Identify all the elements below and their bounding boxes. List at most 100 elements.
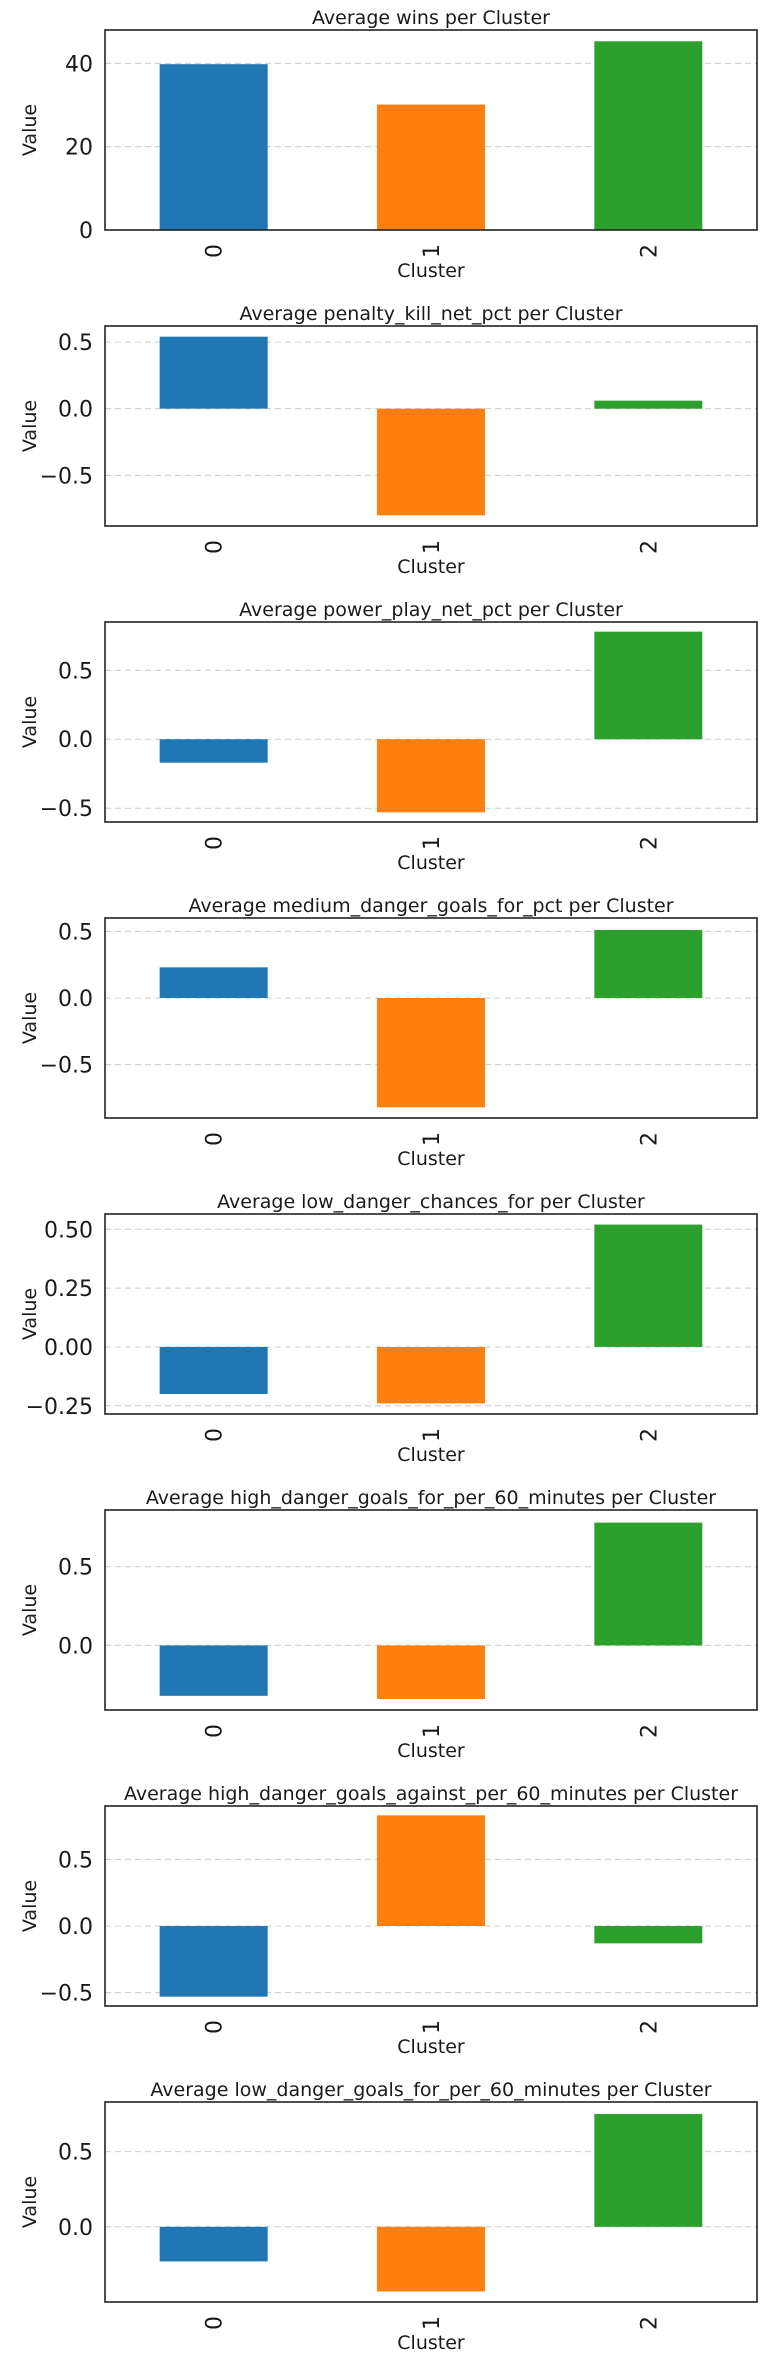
y-tick-label: 0.0	[58, 1915, 93, 1940]
x-axis-label: Cluster	[397, 260, 465, 282]
y-tick-label: 0.50	[44, 1218, 93, 1243]
chart-title: Average penalty_kill_net_pct per Cluster	[239, 303, 622, 325]
bar-cluster-2	[594, 41, 703, 230]
chart-panel-5: Average high_danger_goals_for_per_60_min…	[19, 1487, 758, 1762]
plot-frame	[104, 325, 758, 527]
y-axis-label: Value	[19, 104, 41, 156]
x-tick-label: 1	[420, 836, 445, 850]
bar-cluster-2	[594, 1224, 703, 1347]
bar-cluster-2	[594, 2114, 703, 2227]
bar-cluster-1	[377, 408, 485, 516]
y-tick-label: 0.5	[58, 331, 93, 356]
chart-panel-3: Average medium_danger_goals_for_pct per …	[19, 895, 758, 1170]
bar-cluster-0	[159, 1645, 268, 1696]
chart-panel-0: Average wins per Cluster 0 20 40 0 1 2 Cluster V…	[19, 7, 758, 282]
chart-title: Average power_play_net_pct per Cluster	[239, 599, 623, 621]
y-axis-label: Value	[19, 2176, 41, 2228]
x-axis-label: Cluster	[397, 1148, 465, 1170]
y-tick-label: 0.5	[58, 920, 93, 945]
x-tick-label: 1	[420, 1428, 445, 1442]
y-axis-label: Value	[19, 1288, 41, 1340]
y-tick-label: 0	[79, 219, 93, 244]
bar-cluster-0	[159, 739, 268, 763]
bar-cluster-2	[594, 631, 703, 740]
y-tick-label: 0.0	[58, 987, 93, 1012]
plot-frame	[104, 1805, 758, 2007]
y-tick-label: −0.5	[40, 797, 93, 822]
bar-cluster-1	[377, 739, 485, 813]
plot-frame	[104, 917, 758, 1119]
bar-cluster-2	[594, 1522, 703, 1646]
x-tick-label: 0	[203, 2020, 228, 2034]
bar-cluster-1	[377, 2226, 485, 2292]
bar-cluster-1	[377, 1815, 485, 1926]
chart-title: Average high_danger_goals_for_per_60_min…	[146, 1487, 716, 1509]
y-axis-label: Value	[19, 696, 41, 748]
plot-frame	[104, 29, 758, 231]
y-tick-label: 0.5	[58, 1556, 93, 1581]
x-tick-label: 0	[203, 2316, 228, 2330]
bar-cluster-2	[594, 1926, 703, 1944]
y-axis-label: Value	[19, 1584, 41, 1636]
x-tick-label: 0	[203, 1428, 228, 1442]
y-tick-label: 0.5	[58, 1848, 93, 1873]
y-tick-label: 0.0	[58, 728, 93, 753]
y-tick-label: −0.5	[40, 464, 93, 489]
y-tick-label: 0.5	[58, 659, 93, 684]
chart-title: Average medium_danger_goals_for_pct per …	[188, 895, 673, 917]
plot-frame	[104, 1509, 758, 1711]
x-tick-label: 0	[203, 836, 228, 850]
x-tick-label: 0	[203, 1724, 228, 1738]
bar-cluster-1	[377, 1346, 485, 1404]
x-tick-label: 0	[203, 1132, 228, 1146]
chart-title: Average low_danger_goals_for_per_60_minu…	[150, 2079, 711, 2101]
y-tick-label: 0.0	[58, 2216, 93, 2241]
y-tick-label: 20	[65, 136, 93, 161]
bar-cluster-0	[159, 1346, 268, 1394]
x-tick-label: 1	[420, 2020, 445, 2034]
bar-cluster-1	[377, 1645, 485, 1699]
x-axis-label: Cluster	[397, 852, 465, 874]
chart-panel-7: Average low_danger_goals_for_per_60_minu…	[19, 2079, 758, 2354]
plot-frame	[104, 621, 758, 823]
y-tick-label: −0.5	[40, 1982, 93, 2007]
y-tick-label: 0.00	[44, 1336, 93, 1361]
x-tick-label: 0	[203, 244, 228, 258]
y-tick-label: −0.25	[26, 1395, 93, 1420]
chart-title: Average high_danger_goals_against_per_60…	[124, 1783, 738, 1805]
bar-cluster-0	[159, 967, 268, 998]
chart-title: Average wins per Cluster	[312, 7, 550, 29]
x-tick-label: 1	[420, 2316, 445, 2330]
y-tick-label: 0.0	[58, 1634, 93, 1659]
bar-cluster-0	[159, 2226, 268, 2262]
y-tick-label: −0.5	[40, 1054, 93, 1079]
y-tick-label: 0.0	[58, 398, 93, 423]
chart-panel-2: Average power_play_net_pct per Cluster 0.…	[19, 599, 758, 874]
y-tick-label: 40	[65, 52, 93, 77]
y-tick-label: 0.25	[44, 1277, 93, 1302]
y-tick-label: 0.5	[58, 2141, 93, 2166]
plot-frame	[104, 1213, 758, 1415]
y-axis-label: Value	[19, 400, 41, 452]
x-tick-label: 2	[637, 836, 662, 850]
bar-cluster-2	[594, 930, 703, 998]
chart-panel-6: Average high_danger_goals_against_per_60…	[19, 1783, 758, 2058]
bar-cluster-0	[159, 1926, 268, 1997]
x-tick-label: 2	[637, 244, 662, 258]
bar-cluster-1	[377, 104, 485, 230]
plot-frame	[104, 2101, 758, 2303]
x-tick-label: 2	[637, 2020, 662, 2034]
x-tick-label: 0	[203, 540, 228, 554]
y-axis-label: Value	[19, 1880, 41, 1932]
x-tick-label: 1	[420, 540, 445, 554]
x-axis-label: Cluster	[397, 556, 465, 578]
x-tick-label: 1	[420, 1724, 445, 1738]
x-axis-label: Cluster	[397, 2036, 465, 2058]
chart-panel-4: Average low_danger_chances_for per Clust…	[19, 1191, 758, 1466]
bar-cluster-2	[594, 400, 703, 409]
x-axis-label: Cluster	[397, 1444, 465, 1466]
x-axis-label: Cluster	[397, 1740, 465, 1762]
y-axis-label: Value	[19, 992, 41, 1044]
chart-panel-1: Average penalty_kill_net_pct per Cluster…	[19, 303, 758, 578]
x-tick-label: 2	[637, 1724, 662, 1738]
